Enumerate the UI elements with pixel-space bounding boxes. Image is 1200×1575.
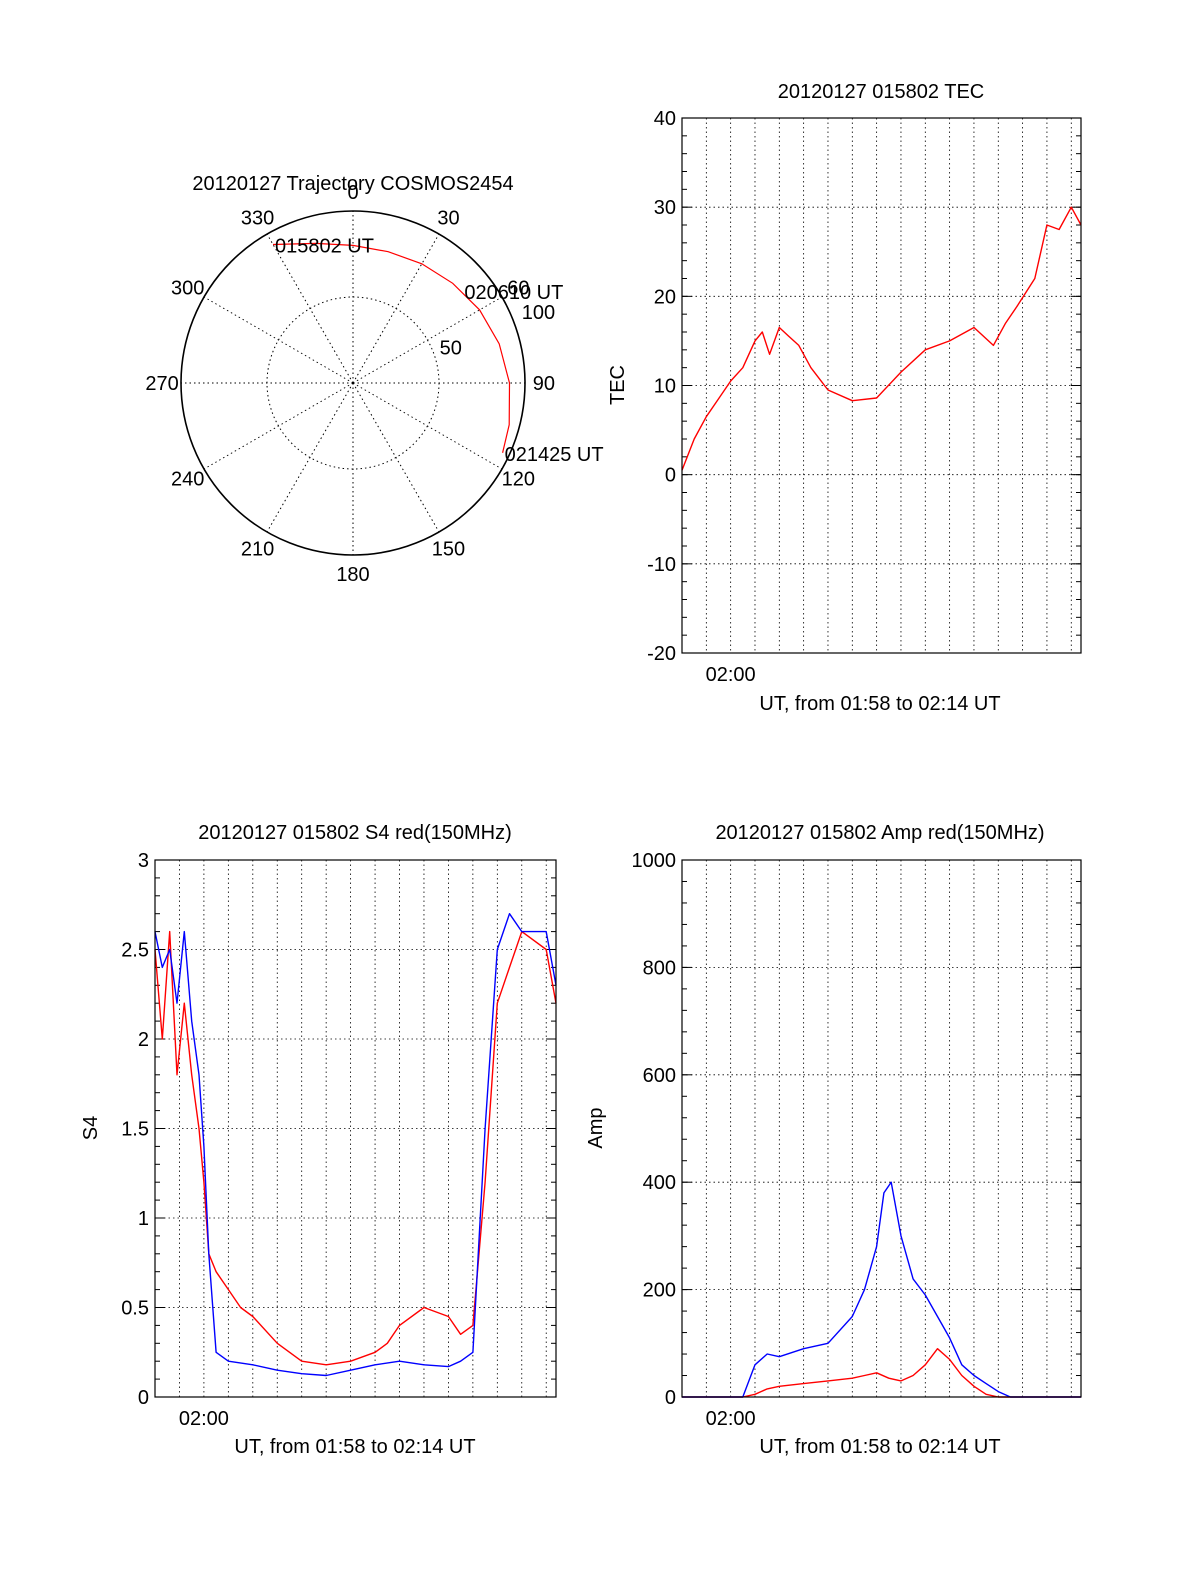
y-tick-label: 20 — [654, 286, 676, 308]
series-line — [682, 1181, 1081, 1398]
polar-spoke — [266, 233, 354, 384]
amp-panel: 20120127 015802 Amp red(150MHz) UT, from… — [585, 822, 1082, 1458]
series-line — [154, 913, 557, 1377]
amp-xlabel: UT, from 01:58 to 02:14 UT — [759, 1436, 1000, 1458]
polar-spoke — [352, 296, 503, 384]
y-tick-label: 600 — [643, 1065, 676, 1087]
y-tick-label: 3 — [138, 850, 149, 872]
amp-ylabel: Amp — [585, 1107, 607, 1148]
series-line — [681, 206, 1082, 471]
tec-panel: 20120127 015802 TEC UT, from 01:58 to 02… — [607, 81, 1082, 715]
amp-title: 20120127 015802 Amp red(150MHz) — [715, 822, 1044, 844]
y-tick-label: 200 — [643, 1280, 676, 1302]
trajectory-annotation: 021425 UT — [505, 444, 604, 466]
s4-xlabel: UT, from 01:58 to 02:14 UT — [234, 1436, 475, 1458]
y-tick-label: 1 — [138, 1208, 149, 1230]
tec-title: 20120127 015802 TEC — [778, 81, 984, 103]
plot-frame — [681, 117, 1082, 654]
trajectory-annotation: 020610 UT — [464, 282, 563, 304]
plot-frame — [681, 859, 1082, 1398]
plot-frame — [154, 859, 557, 1398]
y-tick-label: 400 — [643, 1172, 676, 1194]
azimuth-label: 120 — [502, 468, 535, 490]
trajectory-title: 20120127 Trajectory COSMOS2454 — [192, 173, 513, 195]
azimuth-label: 330 — [241, 208, 274, 230]
azimuth-label: 90 — [533, 373, 555, 395]
y-tick-label: 0 — [138, 1387, 149, 1409]
y-tick-label: 40 — [654, 108, 676, 130]
y-tick-label: 2.5 — [121, 940, 149, 962]
tec-ylabel: TEC — [607, 365, 629, 405]
ring-label: 100 — [522, 302, 555, 324]
y-tick-label: -20 — [647, 643, 676, 665]
polar-spoke — [352, 233, 440, 384]
polar-spoke — [352, 382, 440, 533]
ring-label: 50 — [440, 338, 462, 360]
trajectory-panel: 20120127 Trajectory COSMOS2454 0 30 60 90 12… — [145, 173, 603, 586]
azimuth-label: 180 — [336, 564, 369, 586]
s4-ylabel: S4 — [80, 1116, 102, 1140]
azimuth-label: 0 — [347, 182, 358, 204]
azimuth-label: 300 — [171, 278, 204, 300]
azimuth-label: 150 — [432, 538, 465, 560]
series-line — [154, 930, 557, 1366]
y-tick-label: 0 — [665, 465, 676, 487]
trajectory-annotation: 015802 UT — [275, 235, 374, 257]
polar-spoke — [352, 382, 503, 470]
azimuth-label: 270 — [145, 373, 178, 395]
trajectory-line — [272, 242, 511, 453]
s4-title: 20120127 015802 S4 red(150MHz) — [198, 822, 512, 844]
y-tick-label: 1000 — [632, 850, 677, 872]
series-line — [682, 1348, 1081, 1398]
azimuth-label: 240 — [171, 468, 204, 490]
azimuth-label: 60 — [507, 278, 529, 300]
y-tick-label: 30 — [654, 197, 676, 219]
x-tick-label: 02:00 — [706, 1408, 756, 1430]
s4-panel: 20120127 015802 S4 red(150MHz) UT, from … — [80, 822, 557, 1458]
y-tick-label: 10 — [654, 376, 676, 398]
y-tick-label: 800 — [643, 957, 676, 979]
tec-xlabel: UT, from 01:58 to 02:14 UT — [759, 693, 1000, 715]
y-tick-label: 2 — [138, 1029, 149, 1051]
polar-spoke — [203, 296, 354, 384]
y-tick-label: -10 — [647, 554, 676, 576]
x-tick-label: 02:00 — [706, 664, 756, 686]
y-tick-label: 0.5 — [121, 1298, 149, 1320]
polar-spoke — [266, 382, 354, 533]
y-tick-label: 0 — [665, 1387, 676, 1409]
y-tick-label: 1.5 — [121, 1119, 149, 1141]
x-tick-label: 02:00 — [179, 1408, 229, 1430]
azimuth-label: 30 — [437, 208, 459, 230]
azimuth-label: 210 — [241, 538, 274, 560]
polar-spoke — [203, 382, 354, 470]
